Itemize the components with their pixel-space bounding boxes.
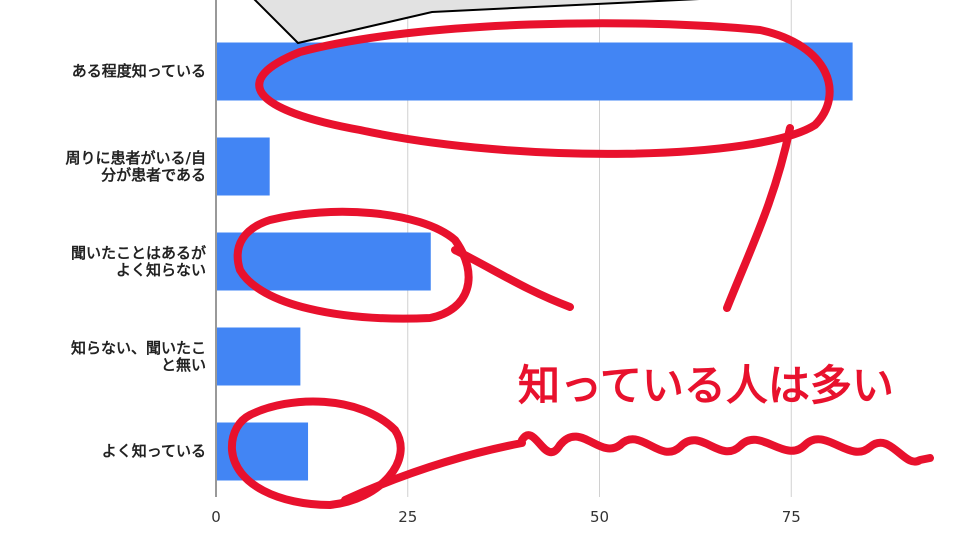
bars <box>217 42 853 481</box>
callout-shape <box>253 0 700 45</box>
bar-0 <box>217 42 853 101</box>
ink-wave <box>518 431 934 466</box>
category-label-2: 聞いたことはあるが よく知らない <box>70 243 206 279</box>
category-label-4: よく知っている <box>101 442 206 460</box>
ink-line-mid <box>451 246 574 311</box>
category-label-0: ある程度知っている <box>71 62 206 80</box>
ink-loop-top <box>255 19 834 158</box>
handwritten-ink <box>227 19 934 509</box>
ink-line-top <box>723 124 794 312</box>
ink-line-bot <box>341 439 526 504</box>
x-tick-label-0: 0 <box>211 508 221 526</box>
ink-loop-mid <box>233 207 473 323</box>
annotation-text: 知っている人は多い <box>518 361 894 410</box>
bar-1 <box>217 137 270 196</box>
bar-3 <box>217 327 301 386</box>
category-label-3: 知らない、聞いたこ と無い <box>70 338 206 374</box>
x-tick-label-50: 50 <box>589 508 610 526</box>
x-tick-label-25: 25 <box>398 508 418 526</box>
x-tick-label-75: 75 <box>781 508 801 526</box>
category-label-1: 周りに患者がいる/自 分が患者である <box>65 148 206 184</box>
